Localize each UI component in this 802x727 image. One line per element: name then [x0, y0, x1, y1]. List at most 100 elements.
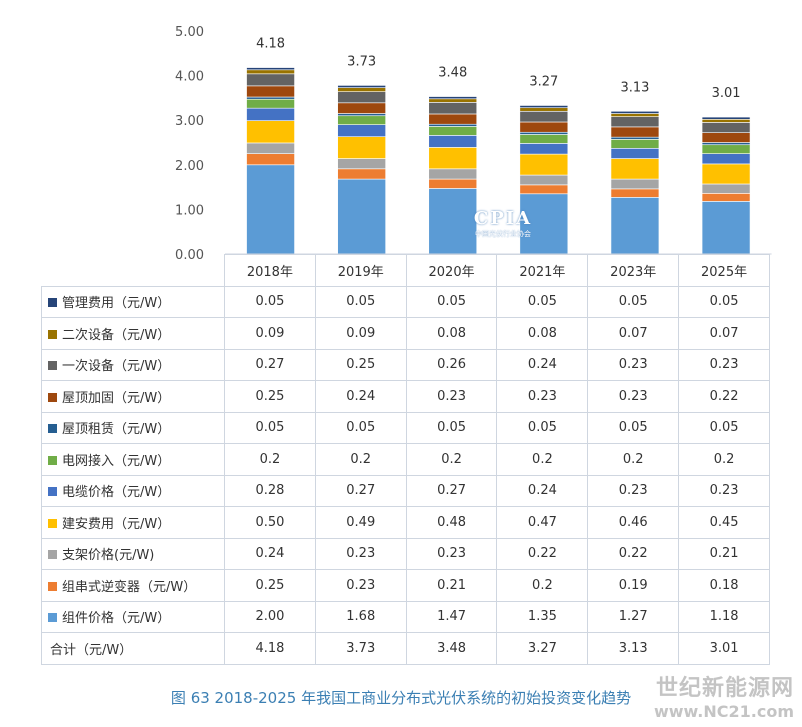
bar-segment	[519, 131, 569, 135]
bar-segment	[610, 158, 660, 180]
bar-segment	[701, 119, 751, 123]
data-label: 1.68	[314, 600, 407, 633]
bar-segment	[610, 126, 660, 138]
site-watermark-url: www.NC21.com	[653, 702, 794, 721]
bar-segment	[337, 168, 386, 180]
table-row: 一次设备（元/W） 0.27 0.25 0.26 0.24 0.23 0.23	[41, 348, 770, 381]
bar-segment	[428, 126, 478, 136]
legend-entry: 建安费用（元/W）	[41, 506, 225, 539]
bar-segment	[519, 121, 569, 133]
legend-swatch	[48, 487, 57, 497]
x-tick-label: 2019年	[314, 254, 407, 287]
legend-swatch	[48, 550, 57, 560]
bar-segment	[246, 153, 295, 166]
legend-label: 建安费用（元/W）	[62, 516, 171, 532]
data-label: 0.23	[496, 380, 589, 413]
bar-segment	[246, 107, 295, 121]
bar-segment	[701, 153, 751, 165]
bar-segment	[701, 132, 751, 143]
data-label: 0.05	[496, 411, 589, 444]
bar-segment	[246, 164, 295, 255]
bar-segment	[701, 122, 751, 133]
bar-segment	[428, 168, 478, 180]
bar-segment	[610, 136, 660, 140]
table-header-corner	[41, 254, 225, 287]
x-tick-label: 2018年	[224, 254, 316, 287]
data-label: 0.2	[496, 569, 589, 602]
bar-segment	[519, 174, 569, 186]
data-label: 0.23	[314, 537, 407, 570]
data-label: 0.23	[678, 474, 770, 507]
data-label: 0.2	[587, 443, 680, 476]
legend-label: 屋顶租赁（元/W）	[62, 422, 171, 438]
data-label: 1.35	[496, 600, 589, 633]
data-label: 0.25	[224, 569, 316, 602]
data-label: 0.05	[678, 411, 770, 444]
legend-label: 组件价格（元/W）	[62, 611, 171, 627]
data-label: 0.2	[405, 443, 498, 476]
data-label: 0.05	[587, 411, 680, 444]
legend-label: 一次设备（元/W）	[62, 359, 171, 375]
data-label: 0.05	[314, 285, 407, 318]
legend-entry: 支架价格(元/W)	[41, 537, 225, 570]
data-label: 0.27	[405, 474, 498, 507]
bar-segment	[246, 67, 295, 71]
data-label: 0.23	[405, 537, 498, 570]
data-label: 0.2	[678, 443, 770, 476]
data-label: 0.05	[314, 411, 407, 444]
y-tick-label: 3.00	[175, 114, 204, 129]
x-tick-label: 2025年	[678, 254, 770, 287]
data-label: 0.25	[224, 380, 316, 413]
site-watermark-name: 世纪新能源网	[655, 676, 794, 701]
legend-entry: 一次设备（元/W）	[41, 348, 225, 381]
bar-segment	[428, 135, 478, 148]
bar-segment	[701, 144, 751, 154]
bar-segment	[337, 115, 386, 125]
data-label: 0.50	[224, 506, 316, 539]
bar-segment	[701, 201, 751, 255]
data-label: 0.24	[224, 537, 316, 570]
bar-segment	[701, 116, 751, 120]
bar-segment	[519, 107, 569, 112]
bar-segment	[428, 188, 478, 255]
bar-segment	[246, 142, 295, 154]
data-label: 0.05	[587, 285, 680, 318]
data-label: 0.09	[314, 317, 407, 350]
total-value: 3.01	[678, 632, 770, 665]
data-label: 2.00	[224, 600, 316, 633]
bar-segment	[610, 178, 660, 190]
bar-segment	[701, 163, 751, 185]
data-label: 0.21	[405, 569, 498, 602]
y-tick-label: 1.00	[175, 203, 204, 218]
legend-entry: 二次设备（元/W）	[41, 317, 225, 350]
legend-label: 电缆价格（元/W）	[62, 485, 171, 501]
bar-segment	[610, 116, 660, 128]
table-row: 二次设备（元/W） 0.09 0.09 0.08 0.08 0.07 0.07	[41, 317, 770, 350]
total-value: 3.13	[587, 632, 680, 665]
bar-segment	[610, 147, 660, 159]
data-label: 0.24	[496, 474, 589, 507]
bar-segment	[519, 184, 569, 195]
bar-segment	[701, 193, 751, 202]
table-row: 建安费用（元/W） 0.50 0.49 0.48 0.47 0.46 0.45	[41, 506, 770, 539]
data-label: 0.46	[587, 506, 680, 539]
data-label: 1.27	[587, 600, 680, 633]
data-label: 0.22	[496, 537, 589, 570]
table-row: 电缆价格（元/W） 0.28 0.27 0.27 0.24 0.23 0.23	[41, 474, 770, 507]
legend-label: 屋顶加固（元/W）	[62, 390, 171, 406]
bar-segment	[337, 158, 386, 170]
data-label: 0.09	[224, 317, 316, 350]
data-label: 0.23	[587, 348, 680, 381]
bar-segment	[519, 134, 569, 144]
data-label: 0.05	[224, 411, 316, 444]
data-label: 0.45	[678, 506, 770, 539]
bar-segment	[337, 87, 386, 92]
bar-segment	[246, 73, 295, 87]
bar-segment	[610, 113, 660, 117]
y-tick-label: 2.00	[175, 159, 204, 174]
bar-segment	[337, 113, 386, 117]
legend-entry: 组串式逆变器（元/W）	[41, 569, 225, 602]
legend-label: 组串式逆变器（元/W）	[62, 579, 197, 595]
data-label: 0.23	[678, 348, 770, 381]
total-value: 3.48	[405, 632, 498, 665]
